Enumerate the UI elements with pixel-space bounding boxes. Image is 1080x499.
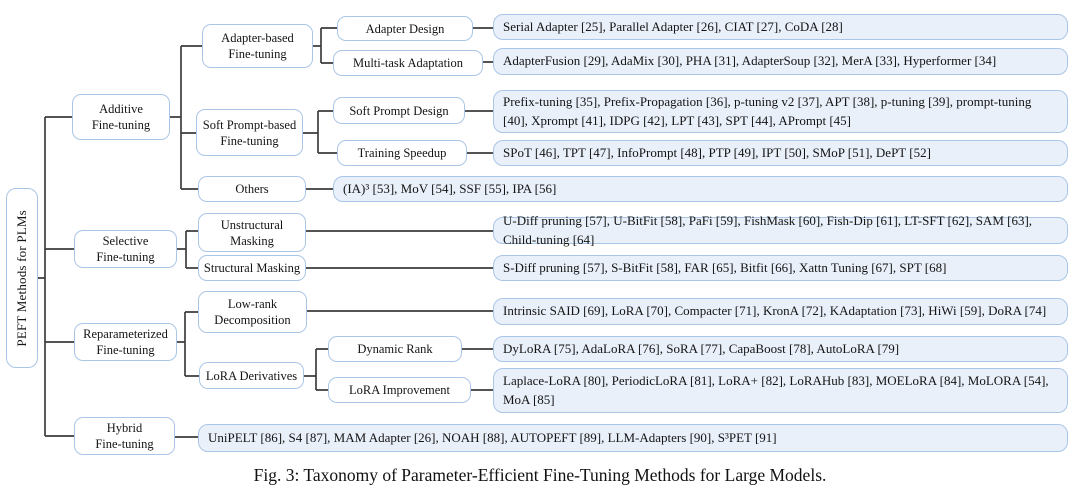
node-adapter-design: Adapter Design — [337, 16, 473, 41]
leaf-soft-prompt-design-methods: Prefix-tuning [35], Prefix-Propagation [… — [493, 90, 1068, 133]
tree-connector-path — [38, 27, 493, 438]
leaf-training-speedup-methods: SPoT [46], TPT [47], InfoPrompt [48], PT… — [493, 140, 1068, 166]
node-soft-prompt-based-fine-tuning: Soft Prompt-based Fine-tuning — [196, 109, 303, 156]
node-selective-fine-tuning: Selective Fine-tuning — [74, 230, 177, 268]
node-dynamic-rank: Dynamic Rank — [328, 336, 462, 362]
node-low-rank-decomposition: Low-rank Decomposition — [198, 291, 307, 333]
node-training-speedup: Training Speedup — [337, 140, 467, 166]
node-lora-derivatives: LoRA Derivatives — [199, 362, 304, 389]
node-multi-task-adaptation: Multi-task Adaptation — [333, 50, 483, 76]
node-soft-prompt-design: Soft Prompt Design — [333, 97, 465, 124]
leaf-lora-improvement-methods: Laplace-LoRA [80], PeriodicLoRA [81], Lo… — [493, 368, 1068, 413]
leaf-multi-task-adaptation-methods: AdapterFusion [29], AdaMix [30], PHA [31… — [493, 48, 1068, 75]
leaf-dynamic-rank-methods: DyLoRA [75], AdaLoRA [76], SoRA [77], Ca… — [493, 336, 1068, 362]
node-adapter-based-fine-tuning: Adapter-based Fine-tuning — [202, 24, 313, 68]
node-others: Others — [198, 176, 306, 202]
node-root-peft-methods: PEFT Methods for PLMs — [6, 188, 38, 368]
leaf-low-rank-decomposition-methods: Intrinsic SAID [69], LoRA [70], Compacte… — [493, 298, 1068, 325]
leaf-others-methods: (IA)³ [53], MoV [54], SSF [55], IPA [56] — [333, 176, 1068, 202]
node-structural-masking: Structural Masking — [198, 255, 306, 281]
figure-caption: Fig. 3: Taxonomy of Parameter-Efficient … — [253, 465, 827, 485]
node-reparameterized-fine-tuning: Reparameterized Fine-tuning — [74, 323, 177, 361]
node-hybrid-fine-tuning: Hybrid Fine-tuning — [74, 417, 175, 455]
node-additive-fine-tuning: Additive Fine-tuning — [72, 94, 170, 140]
leaf-adapter-design-methods: Serial Adapter [25], Parallel Adapter [2… — [493, 14, 1068, 40]
leaf-structural-masking-methods: S-Diff pruning [57], S-BitFit [58], FAR … — [493, 255, 1068, 281]
node-root-label: PEFT Methods for PLMs — [13, 209, 29, 347]
node-lora-improvement: LoRA Improvement — [328, 377, 471, 403]
leaf-hybrid-fine-tuning-methods: UniPELT [86], S4 [87], MAM Adapter [26],… — [198, 424, 1068, 452]
node-unstructural-masking: Unstructural Masking — [198, 213, 306, 252]
leaf-unstructural-masking-methods: U-Diff pruning [57], U-BitFit [58], PaFi… — [493, 213, 1068, 247]
